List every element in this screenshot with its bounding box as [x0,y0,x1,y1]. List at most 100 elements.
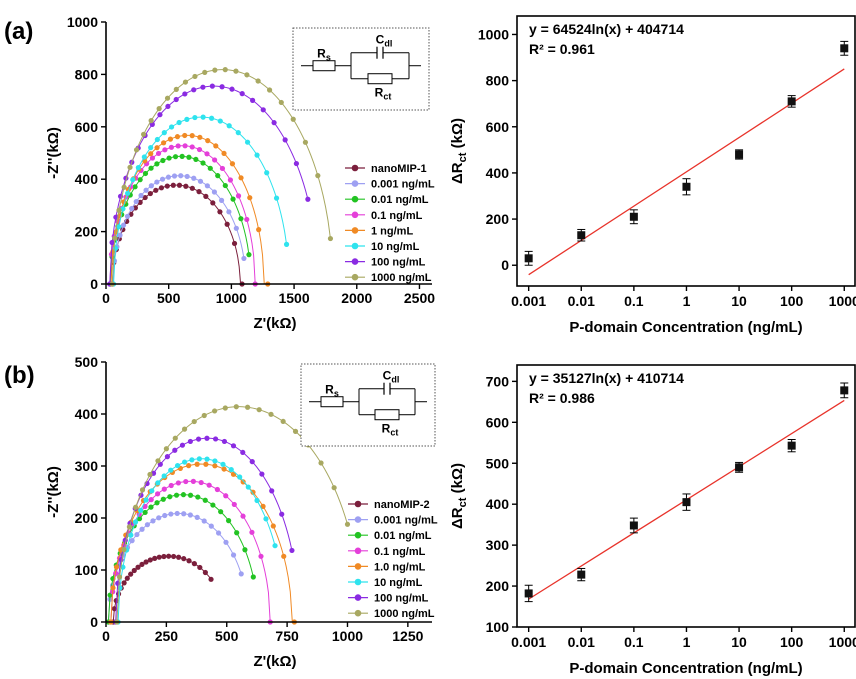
nyquist-point [283,241,290,247]
nyquist-point [212,67,218,73]
nyquist-point [226,209,232,215]
nyquist-point [143,187,149,193]
nyquist-point [154,161,160,167]
r-squared: R² = 0.961 [529,41,595,57]
y-tick-label: 300 [486,537,510,553]
nyquist-point [246,252,252,258]
legend-swatch-marker [351,258,359,265]
y-tick-label: 600 [75,119,99,135]
nyquist-point [179,442,186,448]
x-tick-label: 0.001 [511,293,546,309]
data-point [682,182,691,191]
nyquist-point [154,145,160,151]
x-tick-label: 0.1 [624,293,644,309]
y-tick-label: 800 [75,66,99,82]
y-axis-label: ΔRct (kΩ) [449,118,469,184]
x-tick-label: 10 [731,293,747,309]
nyquist-point [207,165,213,171]
nyquist-point [230,552,237,558]
nyquist-point [161,553,167,560]
nyquist-point [178,173,184,179]
nyquist-point [212,436,219,442]
x-axis-label: Z'(kΩ) [253,653,296,670]
nyquist-plot-b: 0 250 500 750 1000 1250 0 100 200 300 400 500 Z'(kΩ)… [45,354,438,670]
nyquist-point [242,547,248,553]
nyquist-point [196,189,202,195]
nyquist-point [233,404,239,410]
nyquist-point [244,404,251,410]
legend-swatch-marker [354,578,362,586]
nyquist-point [126,524,133,530]
nyquist-point [130,177,136,183]
nyquist-point [212,408,218,414]
nyquist-point [172,154,179,160]
nyquist-point [202,569,208,576]
x-tick-label: 0.001 [511,634,546,650]
y-tick-label: 700 [486,373,510,389]
legend-entry-label: 1000 ng/mL [374,608,435,620]
nyquist-point [187,492,194,498]
legend-entry-label: 0.01 ng/mL [374,530,432,542]
nyquist-point [159,176,166,182]
nyquist-point [170,182,176,188]
nyquist-point [250,489,256,495]
nyquist-point [203,193,209,199]
nyquist-point [182,79,189,85]
nyquist-point [179,153,185,159]
nyquist-point [166,553,172,559]
rct-label: Rct [375,86,392,102]
rct-resistor [367,73,393,85]
nyquist-point [170,553,177,560]
legend-swatch-marker [351,211,359,219]
nyquist-point [129,538,135,544]
data-point [735,463,744,472]
nyquist-point [189,133,195,139]
nyquist-point [182,91,188,97]
fit-equation: y = 35127ln(x) + 410714 [529,370,684,386]
nyquist-point [305,196,311,202]
nyquist-point [127,164,133,170]
cdl-label: Cdl [376,33,393,49]
data-point [787,441,796,450]
nyquist-point [205,138,211,144]
nyquist-point [193,156,199,163]
legend-swatch-marker [354,516,362,523]
nyquist-point [168,124,175,130]
nyquist-point [224,221,230,227]
x-tick-label: 1000 [829,293,856,309]
x-tick-label: 100 [780,293,804,309]
nyquist-point [176,554,182,560]
nyquist-point [174,510,180,517]
rs-label: Rs [325,383,339,399]
nyquist-point [223,539,229,545]
nyquist-series-3 [108,478,273,625]
data-point [682,498,691,507]
x-axis-label: Z'(kΩ) [253,315,296,332]
nyquist-point [204,435,210,441]
nyquist-point [211,189,218,195]
nyquist-point [148,497,154,503]
nyquist-point [167,136,174,142]
data-point [735,150,744,159]
nyquist-point [157,112,163,118]
nyquist-point [233,225,239,231]
nyquist-point [269,488,275,494]
nyquist-point [230,443,237,449]
legend-swatch-marker [351,227,359,234]
nyquist-point [318,460,324,466]
nyquist-point [212,463,218,469]
legend-entry-label: nanoMIP-2 [374,499,430,511]
nyquist-point [223,493,229,499]
nyquist-series-0 [109,182,245,287]
nyquist-point [198,479,204,486]
nyquist-point [259,471,265,477]
nyquist-point [147,557,153,563]
fit-equation: y = 64524ln(x) + 404714 [529,21,684,37]
nyquist-point [250,97,256,103]
nyquist-point [173,86,179,92]
nyquist-point [147,471,153,478]
nyquist-point [168,144,175,150]
legend: nanoMIP-1 0.001 ng/mL 0.01 ng/mL 0.1 ng/mL 1… [345,163,435,284]
nyquist-point [183,183,189,189]
rct-resistor [374,409,400,421]
